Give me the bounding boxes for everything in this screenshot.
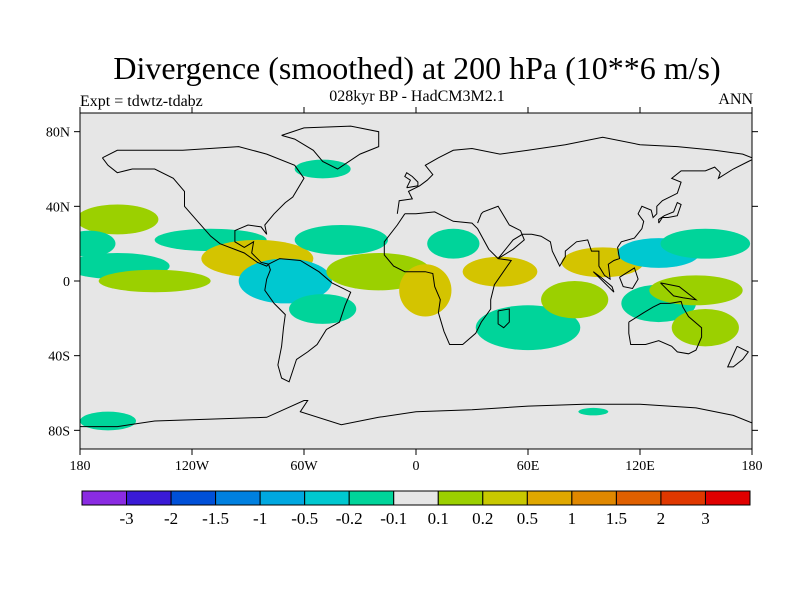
divergence-region	[578, 407, 609, 416]
season-label: ANN	[718, 91, 753, 108]
y-tick-label: 0	[63, 275, 70, 290]
colorbar-label: -3	[119, 509, 133, 528]
divergence-region	[98, 269, 211, 293]
x-axis: 180 120W 60W 0 60E 120E 180	[70, 107, 763, 474]
divergence-region	[80, 230, 116, 257]
x-tick-label: 180	[70, 459, 91, 474]
colorbar-box	[170, 490, 217, 506]
colorbar-label: 1	[568, 509, 577, 528]
map-title: Divergence (smoothed) at 200 hPa (10**6 …	[113, 50, 721, 86]
y-axis: 80N 40N 0 40S 80S	[46, 126, 758, 439]
colorbar-box	[259, 490, 306, 506]
colorbar-label: 0.5	[517, 509, 538, 528]
divergence-region	[294, 159, 351, 179]
colorbar-box	[348, 490, 395, 506]
divergence-region	[238, 258, 332, 304]
coastline	[726, 345, 750, 368]
divergence-field	[80, 159, 751, 431]
coastline	[660, 282, 698, 301]
coastline	[396, 136, 752, 214]
divergence-region	[294, 225, 389, 255]
coastline	[264, 258, 352, 383]
coastline	[658, 201, 682, 224]
x-tick-label: 0	[413, 459, 420, 474]
coastline	[101, 146, 305, 267]
coastline	[477, 159, 752, 281]
x-tick-label: 120W	[175, 459, 210, 474]
colorbar: -3 -2 -1.5 -1 -0.5 -0.2 -0.1 0.1 0.2 0.5 1 1.5 2 3	[81, 490, 751, 528]
colorbar-box	[437, 490, 484, 506]
colorbar-box	[660, 490, 706, 506]
divergence-region	[671, 309, 739, 347]
coastline	[592, 271, 615, 293]
colorbar-label: -0.2	[336, 509, 363, 528]
divergence-region	[427, 228, 480, 259]
colorbar-box	[482, 490, 528, 506]
colorbar-label: -0.1	[380, 509, 407, 528]
y-tick-label: 80N	[46, 126, 70, 141]
colorbar-label: -1.5	[202, 509, 229, 528]
divergence-region	[399, 264, 452, 317]
colorbar-box	[81, 490, 128, 506]
coastline	[497, 308, 510, 329]
y-tick-label: 40N	[46, 200, 70, 215]
colorbar-box	[571, 490, 617, 506]
coastline	[383, 211, 513, 345]
divergence-region	[80, 204, 159, 235]
x-tick-label: 60W	[290, 459, 318, 474]
colorbar-box	[615, 490, 662, 506]
divergence-region	[660, 228, 751, 259]
divergence-region	[541, 281, 609, 319]
coastline	[404, 171, 419, 189]
colorbar-label: -2	[164, 509, 178, 528]
experiment-label: Expt = tdwtz-tdabz	[80, 93, 203, 110]
coastline	[628, 300, 703, 355]
divergence-region	[475, 305, 581, 351]
divergence-region	[649, 275, 743, 306]
x-tick-label: 60E	[517, 459, 540, 474]
colorbar-label: 2	[657, 509, 666, 528]
colorbar-label: -0.5	[291, 509, 318, 528]
coastline	[80, 400, 752, 428]
divergence-region	[462, 256, 538, 287]
map-subtitle: 028kyr BP - HadCM3M2.1	[329, 88, 505, 105]
colorbar-box	[304, 490, 350, 506]
x-tick-label: 180	[742, 459, 763, 474]
colorbar-label: 1.5	[606, 509, 627, 528]
colorbar-label: 0.1	[428, 509, 449, 528]
colorbar-box	[526, 490, 573, 506]
y-tick-label: 80S	[48, 424, 70, 439]
colorbar-box	[126, 490, 172, 506]
coastline	[619, 267, 639, 290]
divergence-region	[289, 294, 357, 324]
colorbar-label: -1	[253, 509, 267, 528]
coastlines	[80, 125, 752, 428]
divergence-region	[80, 411, 136, 431]
colorbar-label: 3	[701, 509, 710, 528]
coastline	[281, 125, 380, 170]
colorbar-box	[215, 490, 261, 506]
y-tick-label: 40S	[48, 350, 70, 365]
colorbar-label: 0.2	[472, 509, 493, 528]
colorbar-box	[704, 490, 751, 506]
colorbar-box	[393, 490, 439, 506]
x-tick-label: 120E	[625, 459, 655, 474]
